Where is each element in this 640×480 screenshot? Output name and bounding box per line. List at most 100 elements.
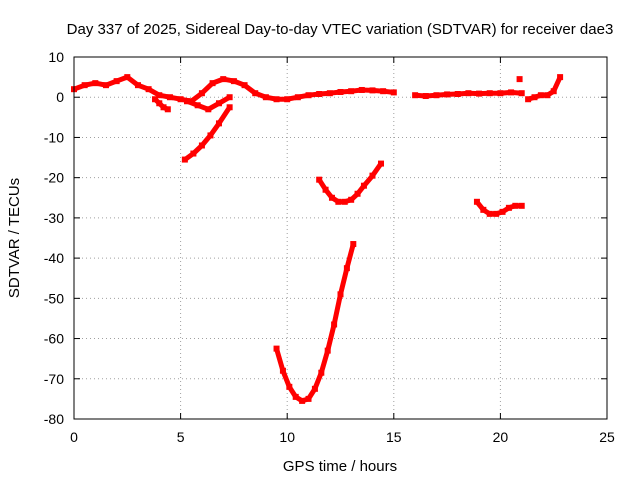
data-point (422, 93, 429, 100)
x-tick-label: 20 (493, 429, 509, 445)
data-point (505, 204, 512, 211)
data-point (444, 91, 451, 98)
data-point (337, 291, 344, 298)
data-point (292, 393, 299, 400)
data-point (177, 96, 184, 103)
data-point (262, 94, 269, 101)
data-point (518, 202, 525, 209)
data-point (316, 176, 323, 183)
series-segment (181, 104, 233, 163)
data-point (412, 92, 419, 99)
y-tick-label: -10 (44, 129, 64, 145)
series-segment (152, 96, 171, 113)
x-tick-label: 10 (279, 429, 295, 445)
x-tick-label: 5 (177, 429, 185, 445)
data-point (316, 91, 323, 98)
data-point (181, 156, 188, 163)
series-segment (525, 74, 564, 103)
data-point (454, 91, 461, 98)
data-point (369, 87, 376, 94)
data-point (113, 78, 120, 85)
data-point (557, 74, 564, 81)
data-point (194, 102, 201, 109)
series-segment (273, 241, 357, 404)
series-segment (516, 76, 523, 83)
data-point (378, 160, 385, 167)
y-tick-label: 0 (56, 89, 64, 105)
x-tick-label: 0 (70, 429, 78, 445)
data-point (209, 80, 216, 87)
data-point (205, 106, 212, 113)
data-point (305, 395, 312, 402)
data-point (207, 132, 214, 139)
data-point (164, 106, 171, 113)
y-tick-label: -80 (44, 411, 64, 427)
data-point (499, 208, 506, 215)
data-point (537, 92, 544, 99)
data-point (525, 96, 532, 103)
data-point (390, 89, 397, 96)
y-axis-label: SDTVAR / TECUs (6, 178, 23, 298)
x-tick-label: 15 (386, 429, 402, 445)
data-point (331, 321, 338, 328)
data-point (497, 90, 504, 97)
data-point (299, 397, 306, 404)
y-tick-label: -20 (44, 170, 64, 186)
data-point (198, 90, 205, 97)
data-point (354, 190, 361, 197)
data-point (81, 82, 88, 89)
data-point (328, 194, 335, 201)
data-series (71, 74, 564, 404)
data-point (348, 196, 355, 203)
data-point (508, 89, 515, 96)
data-point (152, 96, 159, 103)
series-segment (412, 89, 525, 100)
data-point (252, 90, 259, 97)
axis-ticks: 10 0 -10 -20 -30 -40 -50 -60 -70 -80 0 5 10 15 20 25 (44, 49, 615, 445)
chart-title: Day 337 of 2025, Sidereal Day-to-day VTE… (67, 21, 614, 38)
data-point (160, 104, 167, 111)
data-point (369, 172, 376, 179)
data-point (473, 198, 480, 205)
plot-frame (73, 56, 608, 420)
data-point (279, 367, 286, 374)
data-point (124, 74, 131, 81)
data-point (284, 96, 291, 103)
data-point (350, 241, 357, 248)
y-tick-label: -40 (44, 250, 64, 266)
data-point (326, 90, 333, 97)
data-point (226, 94, 233, 101)
data-point (337, 88, 344, 95)
data-point (348, 88, 355, 95)
data-point (324, 347, 331, 354)
data-point (476, 90, 483, 97)
data-point (190, 150, 197, 157)
data-point (433, 92, 440, 99)
data-point (156, 100, 163, 107)
data-point (198, 142, 205, 149)
y-tick-label: -60 (44, 331, 64, 347)
data-point (166, 94, 173, 101)
data-point (215, 100, 222, 107)
series-segment (71, 74, 397, 105)
y-tick-label: -70 (44, 371, 64, 387)
data-point (465, 90, 472, 97)
data-point (92, 80, 99, 87)
x-tick-label: 25 (599, 429, 615, 445)
data-point (512, 202, 519, 209)
data-point (226, 104, 233, 111)
data-point (273, 96, 280, 103)
data-point (134, 82, 141, 89)
data-point (518, 90, 525, 97)
data-point (341, 198, 348, 205)
series-line (274, 241, 356, 404)
data-point (544, 92, 551, 99)
series-segment (473, 198, 525, 217)
data-point (241, 82, 248, 89)
data-point (305, 92, 312, 99)
y-tick-label: -30 (44, 210, 64, 226)
data-point (480, 206, 487, 213)
data-point (335, 198, 342, 205)
data-point (360, 182, 367, 189)
